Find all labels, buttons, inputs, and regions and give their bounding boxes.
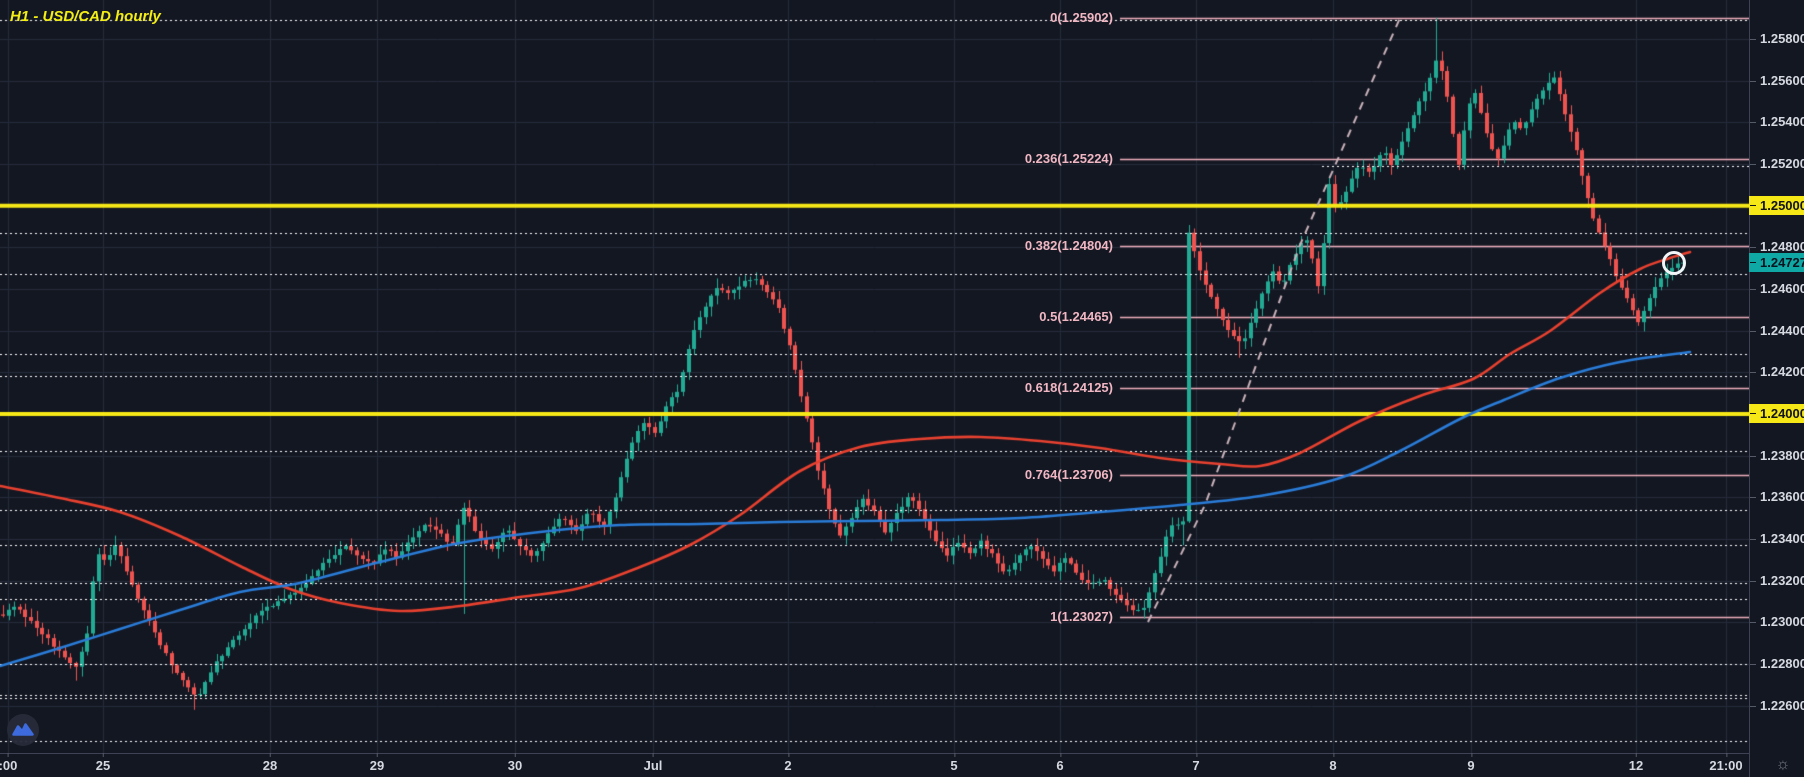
time-axis-label: 2 xyxy=(784,753,792,773)
price-axis-label: 1.23600 xyxy=(1749,489,1804,505)
chart-title: H1 - USD/CAD hourly xyxy=(10,8,161,25)
price-axis-label: 1.24800 xyxy=(1749,239,1804,255)
time-axis-label: 21:00 xyxy=(1709,753,1743,773)
time-axis-label: 30 xyxy=(507,753,523,773)
price-axis-label: 1.25800 xyxy=(1749,31,1804,47)
price-axis-label: 1.23200 xyxy=(1749,573,1804,589)
price-axis-label: 1.23000 xyxy=(1749,614,1804,630)
price-axis-label: 1.25200 xyxy=(1749,156,1804,172)
price-axis-label: 1.22600 xyxy=(1749,698,1804,714)
key-level-badge: 1.24000 xyxy=(1749,404,1804,424)
mountain-chart-icon xyxy=(7,714,39,746)
time-axis-label: 7 xyxy=(1192,753,1200,773)
time-axis-label: 5 xyxy=(950,753,958,773)
price-axis-label: 1.25600 xyxy=(1749,73,1804,89)
price-axis-label: 1.23800 xyxy=(1749,448,1804,464)
price-axis-label: 1.22800 xyxy=(1749,656,1804,672)
time-axis-label: 29 xyxy=(369,753,385,773)
time-axis-label: 6 xyxy=(1056,753,1064,773)
brand-logo xyxy=(6,713,40,747)
time-axis-label: Jul xyxy=(643,753,663,773)
time-axis[interactable]: :00 25 28 29 30 Jul 2 5 6 7 8 9 12 21:00 xyxy=(0,753,1804,777)
price-axis-label: 1.24400 xyxy=(1749,323,1804,339)
time-axis-label: 9 xyxy=(1467,753,1475,773)
price-axis[interactable]: 1.24727 1.25800 1.25600 1.25400 1.25200 1.24… xyxy=(1749,0,1804,753)
current-price-badge: 1.24727 xyxy=(1749,253,1804,272)
price-axis-separator xyxy=(1749,0,1750,777)
time-axis-label: 28 xyxy=(262,753,278,773)
price-axis-label: 1.24200 xyxy=(1749,364,1804,380)
time-axis-label: :00 xyxy=(0,753,18,773)
last-candle-marker xyxy=(1662,251,1686,275)
time-axis-label: 12 xyxy=(1628,753,1644,773)
price-axis-label: 1.24600 xyxy=(1749,281,1804,297)
theme-sun-icon[interactable]: ☼ xyxy=(1775,756,1791,773)
time-axis-label: 8 xyxy=(1329,753,1337,773)
key-level-badge: 1.25000 xyxy=(1749,196,1804,216)
price-axis-label: 1.23400 xyxy=(1749,531,1804,547)
time-axis-label: 25 xyxy=(95,753,111,773)
price-chart-canvas[interactable] xyxy=(0,0,1749,753)
price-axis-label: 1.25400 xyxy=(1749,114,1804,130)
time-axis-separator xyxy=(0,753,1749,754)
